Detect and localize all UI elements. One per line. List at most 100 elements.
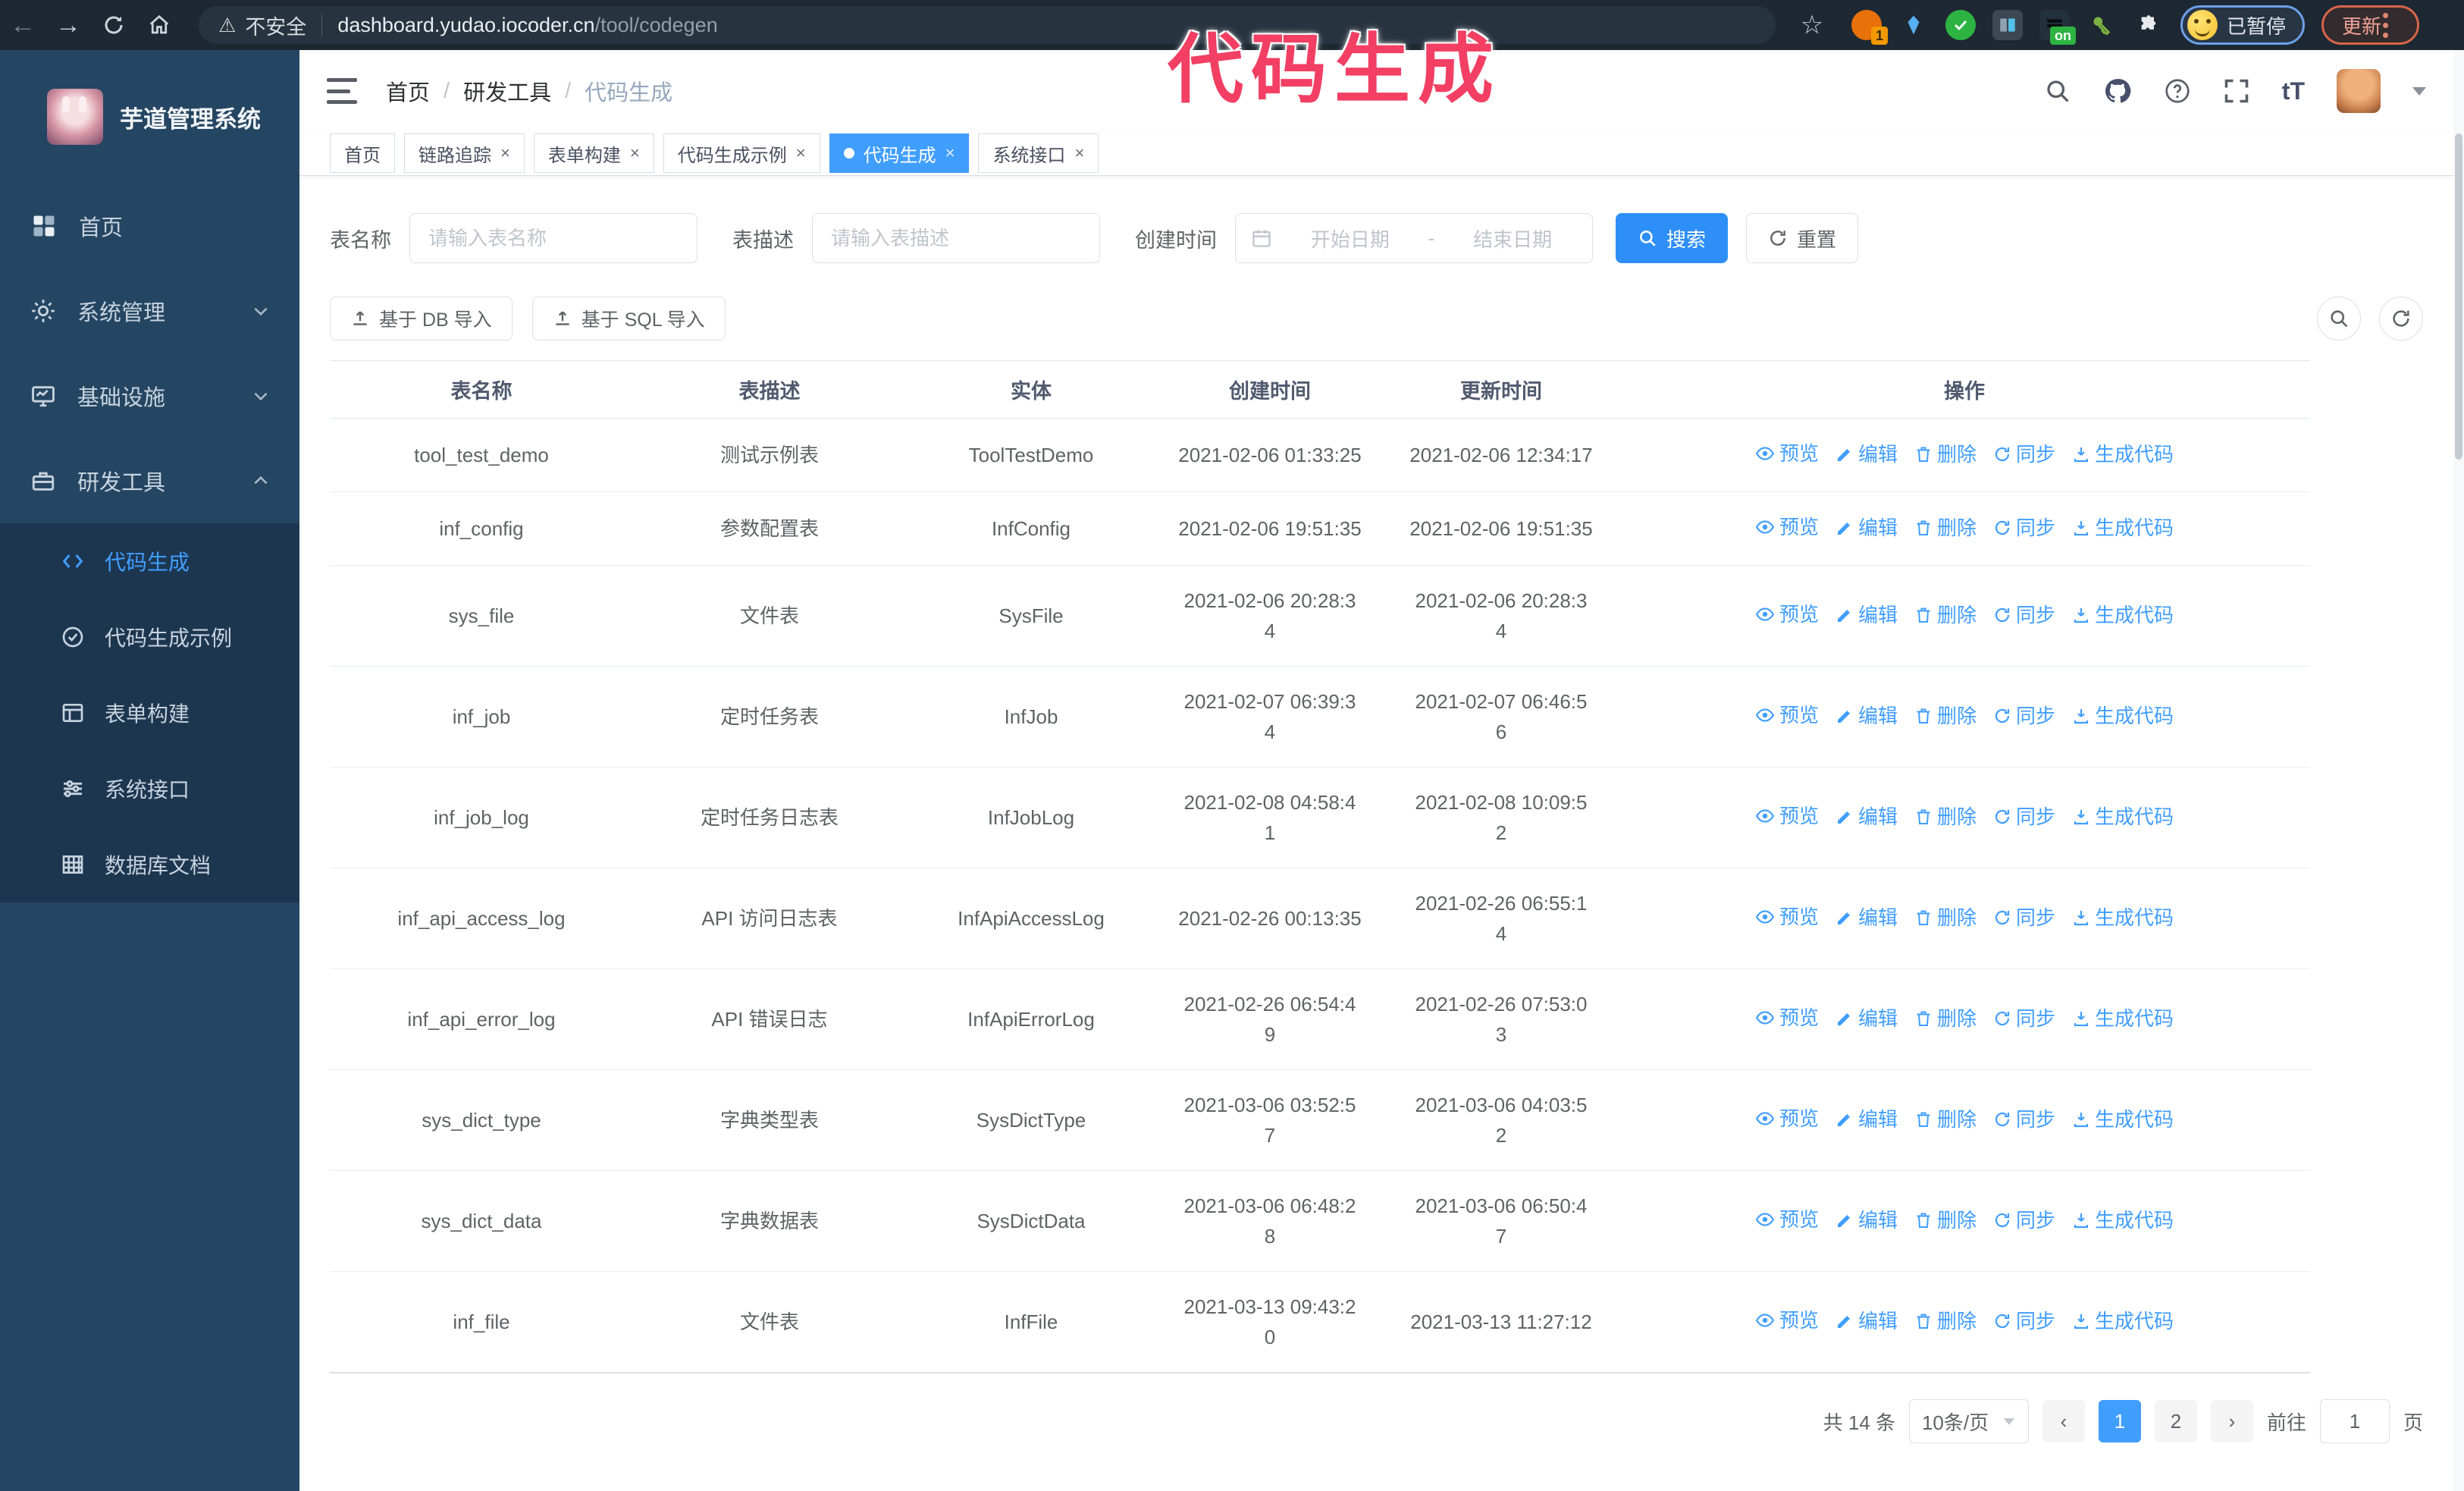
action-edit[interactable]: 编辑 <box>1835 600 1898 630</box>
action-generate[interactable]: 生成代码 <box>2072 902 2174 933</box>
action-sync[interactable]: 同步 <box>1993 902 2055 933</box>
action-generate[interactable]: 生成代码 <box>2072 1205 2174 1235</box>
tab-tracing[interactable]: 链路追踪 × <box>404 133 525 173</box>
action-preview[interactable]: 预览 <box>1755 1103 1819 1134</box>
action-delete[interactable]: 删除 <box>1914 701 1977 731</box>
action-generate[interactable]: 生成代码 <box>2072 1306 2174 1336</box>
home-icon[interactable] <box>136 5 182 46</box>
sidebar-item-devtools[interactable]: 研发工具 <box>0 438 299 523</box>
action-sync[interactable]: 同步 <box>1993 439 2055 469</box>
browser-menu-icon[interactable] <box>2383 12 2389 38</box>
page-scrollbar[interactable] <box>2453 50 2464 1491</box>
tab-form-builder[interactable]: 表单构建 × <box>533 133 654 173</box>
tab-close-icon[interactable]: × <box>945 143 955 162</box>
github-icon[interactable] <box>2103 77 2132 105</box>
tab-codegen[interactable]: 代码生成 × <box>829 133 970 173</box>
action-sync[interactable]: 同步 <box>1993 1003 2055 1034</box>
scrollbar-thumb[interactable] <box>2455 133 2462 460</box>
forward-icon[interactable]: → <box>55 10 81 39</box>
action-delete[interactable]: 删除 <box>1914 1306 1977 1336</box>
action-sync[interactable]: 同步 <box>1993 802 2055 832</box>
search-icon[interactable] <box>2044 77 2071 105</box>
toggle-search-button[interactable] <box>2317 297 2361 341</box>
page-size-select[interactable]: 10条/页 <box>1908 1399 2029 1443</box>
action-edit[interactable]: 编辑 <box>1835 1104 1898 1135</box>
action-preview[interactable]: 预览 <box>1755 512 1819 542</box>
action-sync[interactable]: 同步 <box>1993 1104 2055 1135</box>
action-edit[interactable]: 编辑 <box>1835 1003 1898 1034</box>
action-generate[interactable]: 生成代码 <box>2072 439 2174 469</box>
action-generate[interactable]: 生成代码 <box>2072 1104 2174 1135</box>
action-sync[interactable]: 同步 <box>1993 701 2055 731</box>
sidebar-item-home[interactable]: 首页 <box>0 184 299 268</box>
page-button-1[interactable]: 1 <box>2098 1400 2141 1442</box>
action-sync[interactable]: 同步 <box>1993 1205 2055 1235</box>
action-edit[interactable]: 编辑 <box>1835 1306 1898 1336</box>
fullscreen-icon[interactable] <box>2223 77 2250 105</box>
sidebar-item-codegen[interactable]: 代码生成 <box>0 523 299 599</box>
refresh-table-button[interactable] <box>2379 297 2423 341</box>
sidebar-item-codegen-example[interactable]: 代码生成示例 <box>0 599 299 675</box>
sidebar-item-system-api[interactable]: 系统接口 <box>0 751 299 827</box>
action-preview[interactable]: 预览 <box>1755 599 1819 629</box>
extensions-puzzle-icon[interactable] <box>2133 10 2164 40</box>
search-button[interactable]: 搜索 <box>1616 213 1729 263</box>
action-edit[interactable]: 编辑 <box>1835 802 1898 832</box>
action-preview[interactable]: 预览 <box>1755 438 1819 469</box>
tab-close-icon[interactable]: × <box>795 143 806 162</box>
action-generate[interactable]: 生成代码 <box>2072 802 2174 832</box>
sidebar-item-infra[interactable]: 基础设施 <box>0 353 299 438</box>
create-time-range-picker[interactable]: 开始日期 - 结束日期 <box>1235 213 1593 263</box>
extension-shield-icon[interactable] <box>1945 10 1976 40</box>
breadcrumb-devtools[interactable]: 研发工具 <box>463 81 552 105</box>
table-name-input[interactable] <box>409 213 698 263</box>
import-sql-button[interactable]: 基于 SQL 导入 <box>531 297 726 341</box>
action-delete[interactable]: 删除 <box>1914 1205 1977 1235</box>
extension-key-icon[interactable] <box>2086 10 2117 40</box>
action-delete[interactable]: 删除 <box>1914 802 1977 832</box>
action-delete[interactable]: 删除 <box>1914 600 1977 630</box>
extension-icon[interactable]: 1 <box>1851 10 1888 45</box>
action-edit[interactable]: 编辑 <box>1835 1205 1898 1235</box>
extension-columns-icon[interactable] <box>1992 10 2023 40</box>
action-delete[interactable]: 删除 <box>1914 902 1977 933</box>
reset-button[interactable]: 重置 <box>1746 213 1859 263</box>
goto-page-input[interactable] <box>2319 1399 2390 1443</box>
user-avatar[interactable] <box>2337 69 2381 113</box>
back-icon[interactable]: ← <box>10 10 36 39</box>
sidebar-collapse-icon[interactable] <box>327 78 357 104</box>
tab-codegen-example[interactable]: 代码生成示例 × <box>663 133 820 173</box>
action-preview[interactable]: 预览 <box>1755 700 1819 730</box>
sidebar-item-system[interactable]: 系统管理 <box>0 268 299 353</box>
browser-update-button[interactable]: 更新 <box>2321 5 2420 45</box>
start-date-placeholder[interactable]: 开始日期 <box>1310 228 1390 251</box>
breadcrumb-home[interactable]: 首页 <box>386 81 431 105</box>
reload-icon[interactable] <box>91 5 136 46</box>
action-generate[interactable]: 生成代码 <box>2072 513 2174 543</box>
action-edit[interactable]: 编辑 <box>1835 701 1898 731</box>
table-desc-input[interactable] <box>812 213 1100 263</box>
extension-gem-icon[interactable] <box>1898 10 1929 40</box>
tab-system-api[interactable]: 系统接口 × <box>978 133 1099 173</box>
action-delete[interactable]: 删除 <box>1914 1003 1977 1034</box>
action-sync[interactable]: 同步 <box>1993 513 2055 543</box>
tab-close-icon[interactable]: × <box>500 143 510 162</box>
action-edit[interactable]: 编辑 <box>1835 439 1898 469</box>
sidebar-item-db-doc[interactable]: 数据库文档 <box>0 827 299 902</box>
action-preview[interactable]: 预览 <box>1755 1305 1819 1336</box>
address-bar[interactable]: ⚠ 不安全 dashboard.yudao.iocoder.cn/tool/co… <box>199 6 1776 44</box>
font-size-icon[interactable]: tT <box>2281 77 2305 105</box>
tab-close-icon[interactable]: × <box>1074 143 1085 162</box>
prev-page-button[interactable]: ‹ <box>2042 1400 2085 1442</box>
import-db-button[interactable]: 基于 DB 导入 <box>330 297 513 341</box>
action-preview[interactable]: 预览 <box>1755 1003 1819 1033</box>
tab-home[interactable]: 首页 <box>330 133 395 173</box>
action-generate[interactable]: 生成代码 <box>2072 701 2174 731</box>
page-button-2[interactable]: 2 <box>2154 1400 2197 1442</box>
action-preview[interactable]: 预览 <box>1755 1204 1819 1235</box>
app-logo-row[interactable]: 芋道管理系统 <box>0 50 299 184</box>
action-sync[interactable]: 同步 <box>1993 1306 2055 1336</box>
avatar-caret-icon[interactable] <box>2412 86 2426 96</box>
tab-close-icon[interactable]: × <box>629 143 640 162</box>
help-icon[interactable] <box>2164 77 2191 105</box>
